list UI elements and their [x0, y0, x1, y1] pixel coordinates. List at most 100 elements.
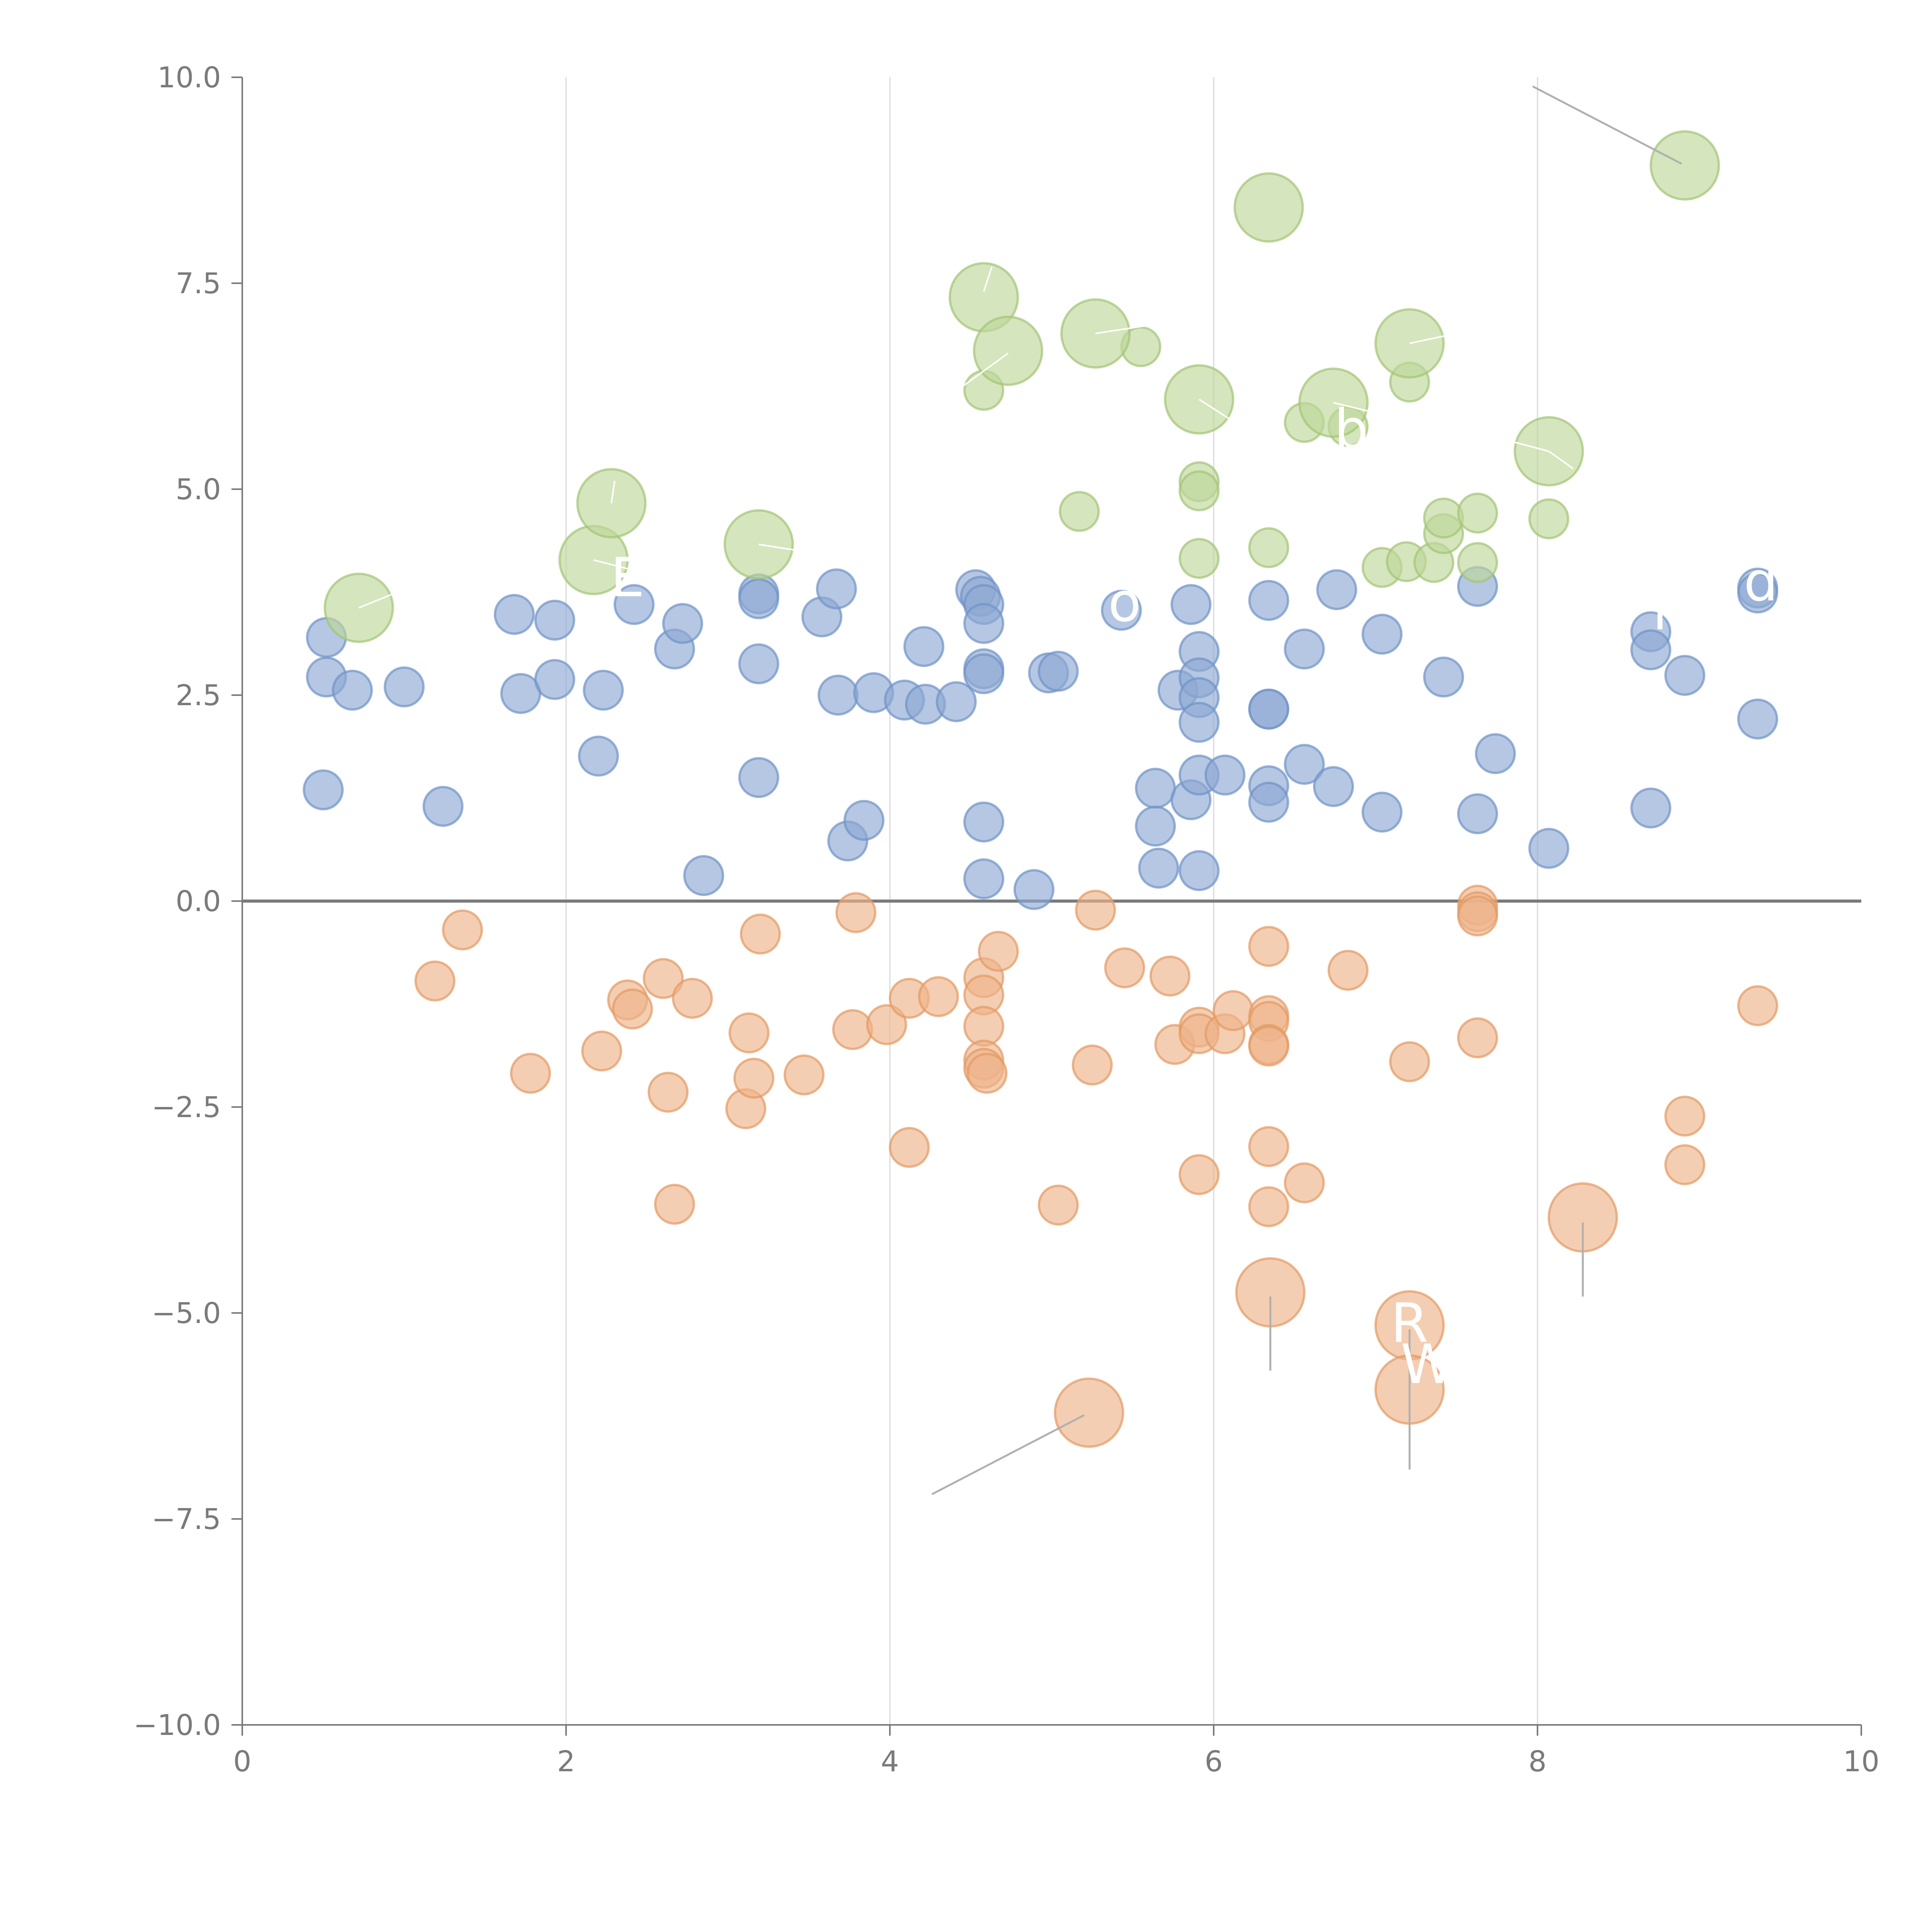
neutral-point [613, 584, 655, 625]
negative-point [442, 909, 483, 951]
neutral-point [583, 670, 624, 711]
negative-point [510, 1053, 551, 1094]
negative-point [643, 958, 684, 999]
neutral-point [817, 675, 859, 716]
neutral-point [963, 858, 1005, 900]
annotation-leader-line [1532, 85, 1682, 165]
neutral-point [534, 659, 575, 700]
negative-point [1213, 990, 1254, 1031]
negative-point [1457, 1017, 1498, 1058]
annotation-leader-line [962, 352, 1009, 387]
negative-point [783, 1054, 825, 1095]
neutral-point [1248, 580, 1289, 621]
neutral-point [384, 666, 425, 707]
neutral-point [1170, 584, 1212, 625]
x-tick-label: 2 [557, 1745, 575, 1778]
neutral-point [1101, 590, 1142, 631]
neutral-point [963, 653, 1005, 694]
x-tick-label: 4 [881, 1745, 899, 1778]
neutral-point [963, 603, 1005, 644]
negative-point [866, 1004, 907, 1045]
annotation-label: r [1653, 579, 1675, 642]
annotation-layer: RW E o b r d [611, 398, 1778, 1396]
positive-point [1233, 172, 1304, 243]
annotation-label: W [1401, 1333, 1454, 1396]
positive-point [973, 315, 1043, 386]
neutral-point [1361, 791, 1403, 833]
negative-point [1389, 1041, 1430, 1082]
y-tick-label: −5.0 [151, 1297, 221, 1330]
neutral-point [1013, 869, 1054, 910]
negative-point [1284, 1162, 1325, 1204]
neutral-point [1423, 656, 1464, 698]
negative-point [1054, 1377, 1124, 1448]
x-tick-label: 0 [233, 1745, 251, 1778]
annotation-leader-line [1095, 324, 1149, 335]
neutral-point [816, 568, 857, 609]
annotation-leader-line [1333, 402, 1368, 412]
negative-point [1071, 1044, 1113, 1086]
neutral-point [1316, 569, 1357, 611]
y-tick-label: −10.0 [133, 1709, 221, 1742]
negative-point [1037, 1184, 1079, 1226]
neutral-point [1737, 572, 1778, 614]
neutral-point [422, 786, 464, 827]
neutral-point [1475, 733, 1516, 774]
annotation-leader-line [1548, 451, 1574, 469]
neutral-point [1138, 847, 1179, 889]
neutral-point [1630, 629, 1672, 670]
neutral-point [1528, 828, 1570, 869]
positive-point [1423, 497, 1464, 539]
neutral-point [578, 735, 619, 777]
axes-layer: 0 2 4 6 8 10 −10.0 −7.5 −5.0 −2.5 0.0 2.5 5.0 7.5 10.0 [133, 61, 1879, 1778]
neutral-point [738, 757, 779, 798]
negative-point [966, 1053, 1008, 1094]
neutral-point [500, 673, 541, 714]
annotation-label: o [1108, 571, 1141, 634]
neutral-point [1179, 702, 1220, 743]
negative-point [1179, 1154, 1220, 1195]
annotation-leader-line [931, 1414, 1085, 1495]
neutral-point [1037, 651, 1079, 692]
annotation-leader-line [358, 594, 392, 609]
negative-point [835, 892, 877, 933]
annotation-leader-line [593, 559, 639, 573]
annotation-label: R [1391, 1292, 1428, 1355]
positive-point [1457, 492, 1498, 534]
neutral-point [1135, 767, 1176, 809]
x-tick-label: 8 [1528, 1745, 1546, 1778]
negative-point [1327, 950, 1369, 991]
neutral-point [1284, 744, 1325, 785]
neutral-point [683, 855, 724, 896]
neutral-point [738, 578, 779, 619]
negative-point [1149, 956, 1190, 997]
x-tick-label: 10 [1843, 1745, 1879, 1778]
neutral-point [1179, 850, 1220, 891]
negative-point [728, 1012, 770, 1054]
neutral-point [1204, 754, 1246, 796]
positive-point [1179, 538, 1220, 579]
negative-point [889, 1127, 930, 1168]
series-layer [303, 130, 1778, 1448]
annotation-leader-line [759, 543, 801, 552]
negative-point [740, 913, 781, 955]
neutral-point [1248, 689, 1289, 730]
positive-point [723, 509, 794, 580]
negative-point [832, 1009, 873, 1050]
annotation-label: d [1744, 551, 1778, 614]
negative-point [612, 988, 653, 1030]
negative-point [1457, 895, 1498, 937]
neutral-point [1135, 805, 1176, 847]
neutral-point [843, 800, 884, 841]
neutral-point [738, 643, 779, 684]
negative-point [1248, 1026, 1289, 1067]
annotation-leader-line [1505, 439, 1549, 452]
negative-point [672, 978, 713, 1019]
negative-point [733, 1058, 775, 1099]
negative-point [1737, 985, 1778, 1026]
neutral-point [332, 670, 373, 711]
neutral-point [1664, 655, 1706, 696]
neutral-point [303, 769, 344, 811]
negative-point [1075, 889, 1116, 931]
neutral-point [1737, 698, 1778, 740]
